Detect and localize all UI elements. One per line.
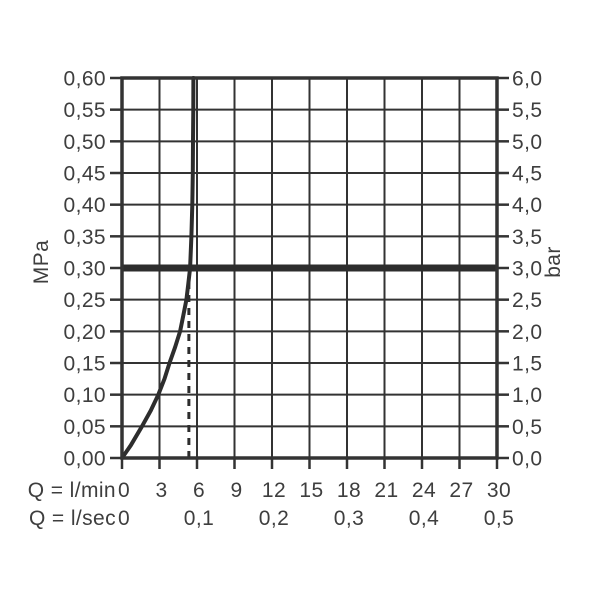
left-axis-tick-label: 0,10 — [64, 384, 106, 407]
right-axis-tick-label: 2,5 — [512, 289, 542, 312]
x-axis-lmin-tick-label: 18 — [337, 479, 361, 502]
x-axis-lsec-tick-label: 0,5 — [484, 507, 514, 530]
x-axis-lsec-tick-label: 0,1 — [184, 507, 214, 530]
x-axis-primary-unit-label: Q = l/min — [28, 479, 116, 502]
tick-labels: 0,60 6,00,55 5,50,50 5,00,45 4,50,40 4,00,35 3… — [64, 68, 542, 531]
x-axis-lmin-tick-label: 30 — [487, 479, 511, 502]
right-axis-tick-label: 6,0 — [512, 68, 542, 91]
x-axis-lmin-tick-label: 27 — [449, 479, 473, 502]
right-axis-tick-label: 5,0 — [512, 131, 542, 154]
left-axis-tick-label: 0,15 — [64, 353, 106, 376]
right-axis-tick-label: 5,5 — [512, 99, 542, 122]
x-axis-lsec-tick-label: 0,3 — [334, 507, 364, 530]
x-axis-lsec-tick-label: 0 — [118, 507, 130, 530]
right-axis-unit-label: bar — [542, 246, 565, 278]
right-axis-tick-label: 0,5 — [512, 416, 542, 439]
tick-marks — [110, 76, 509, 469]
x-axis-lmin-tick-label: 3 — [155, 479, 167, 502]
left-axis-tick-label: 0,60 — [64, 68, 106, 91]
right-axis-tick-label: 0,0 — [512, 448, 542, 471]
right-axis-tick-label: 4,5 — [512, 163, 542, 186]
left-axis-tick-label: 0,00 — [64, 448, 106, 471]
left-axis-tick-label: 0,35 — [64, 226, 106, 249]
x-axis-lmin-tick-label: 21 — [374, 479, 398, 502]
right-axis-tick-label: 2,0 — [512, 321, 542, 344]
left-axis-tick-label: 0,55 — [64, 99, 106, 122]
left-axis-tick-label: 0,45 — [64, 163, 106, 186]
right-axis-tick-label: 4,0 — [512, 194, 542, 217]
x-axis-lmin-tick-label: 24 — [412, 479, 436, 502]
left-axis-tick-label: 0,05 — [64, 416, 106, 439]
x-axis-lmin-tick-label: 9 — [230, 479, 242, 502]
x-axis-lmin-tick-label: 12 — [262, 479, 286, 502]
left-axis-tick-label: 0,30 — [64, 258, 106, 281]
x-axis-lmin-tick-label: 15 — [299, 479, 323, 502]
left-axis-tick-label: 0,50 — [64, 131, 106, 154]
right-axis-tick-label: 3,0 — [512, 258, 542, 281]
right-axis-tick-label: 1,0 — [512, 384, 542, 407]
left-axis-unit-label: MPa — [30, 240, 53, 284]
flow-pressure-curve — [120, 76, 196, 460]
x-axis-lsec-tick-label: 0,4 — [409, 507, 439, 530]
x-axis-lmin-tick-label: 0 — [118, 479, 130, 502]
x-axis-secondary-unit-label: Q = l/sec — [29, 507, 116, 530]
left-axis-tick-label: 0,20 — [64, 321, 106, 344]
guide-lines — [122, 264, 497, 458]
x-axis-lsec-tick-label: 0,2 — [259, 507, 289, 530]
left-axis-tick-label: 0,40 — [64, 194, 106, 217]
right-axis-tick-label: 1,5 — [512, 353, 542, 376]
right-axis-tick-label: 3,5 — [512, 226, 542, 249]
series — [120, 76, 196, 460]
left-axis-tick-label: 0,25 — [64, 289, 106, 312]
x-axis-lmin-tick-label: 6 — [193, 479, 205, 502]
